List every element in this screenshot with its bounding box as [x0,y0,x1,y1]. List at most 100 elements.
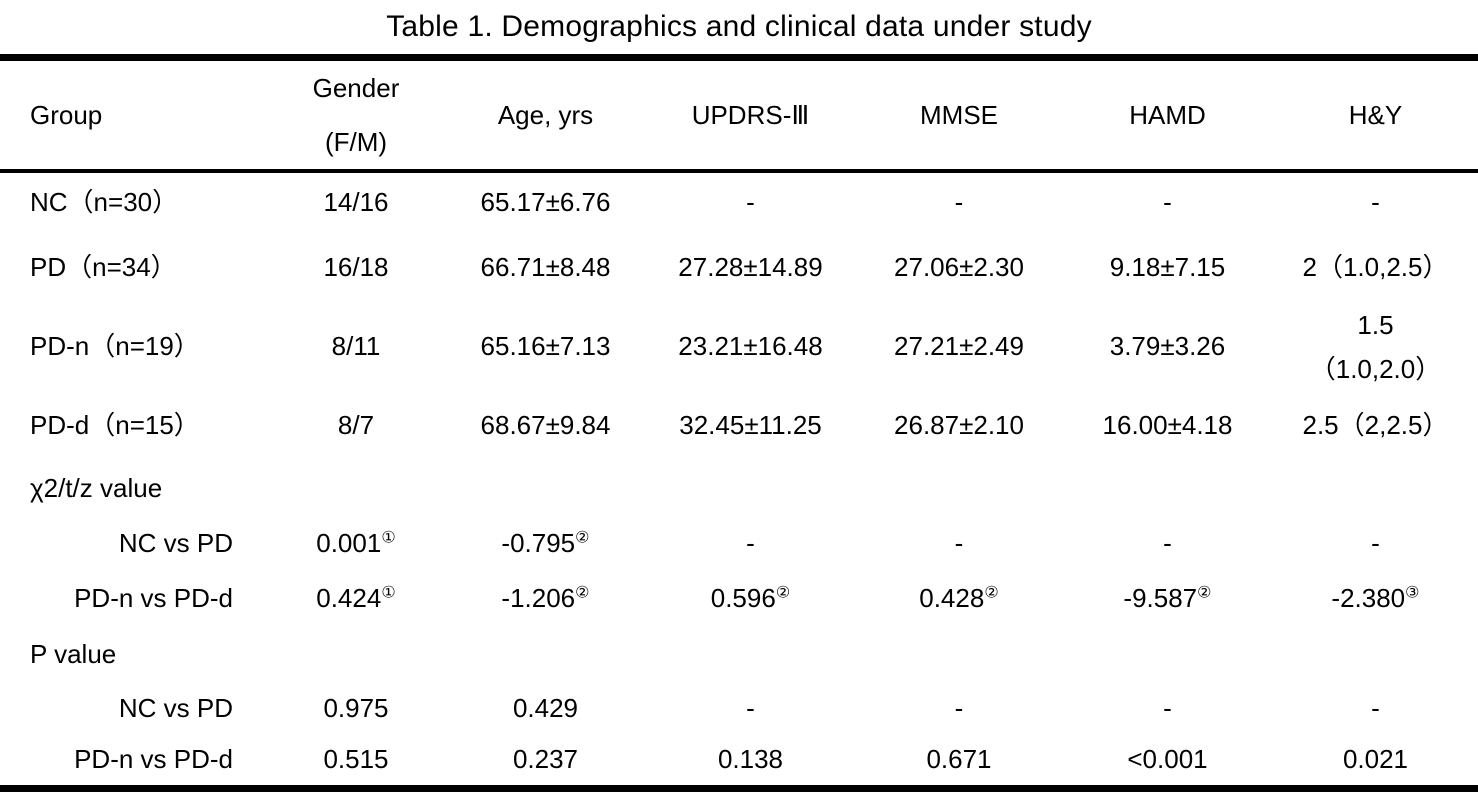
cell-age: 0.237 [512,744,579,775]
cell-updrs: - [746,692,755,723]
cell-hamd: 3.79±3.26 [1109,331,1226,362]
cell-gender [266,461,446,517]
cell-updrs [645,627,856,682]
column-header-hamd: HAMD [1129,100,1206,130]
footnote-mark: ① [381,583,396,602]
column-header-mmse: MMSE [920,100,998,130]
cell-age: 65.17±6.76 [480,187,611,218]
row-label: PD-d（n=15） [30,410,200,441]
cell-mmse [856,627,1062,682]
table-row: PD-d（n=15） 8/7 68.67±9.84 32.45±11.25 26.87±… [0,391,1478,461]
cell-age: 65.16±7.13 [480,331,611,362]
cell-mmse: 27.21±2.49 [894,331,1024,362]
cell-age: 68.67±9.84 [480,410,611,441]
cell-age: 66.71±8.48 [480,252,611,283]
cell-mmse: - [954,187,964,218]
footnote-mark: ② [984,583,999,602]
cell-mmse: 0.671 [926,744,992,775]
footnote-mark: ③ [1405,583,1420,602]
row-label: PD（n=34） [30,252,177,283]
row-label: PD-n（n=19） [30,331,200,362]
cell-updrs: 0.596② [710,583,791,614]
column-header-gender: Gender (F/M) [312,73,400,157]
cell-hy: -2.380③ [1331,583,1420,614]
cell-age: 0.429 [512,692,579,723]
cell-hy [1273,461,1478,517]
cell-hy: 2.5（2,2.5） [1302,410,1449,441]
cell-age: -0.795② [501,528,590,559]
table-row: χ2/t/z value [0,461,1478,517]
cell-hamd: -9.587② [1123,583,1212,614]
cell-hamd [1062,627,1273,682]
cell-age [446,461,645,517]
cell-age [446,627,645,682]
cell-hy: - [1371,187,1380,218]
cell-gender: 0.515 [323,744,389,775]
row-label: PD-n vs PD-d [74,744,233,775]
cell-mmse [856,461,1062,517]
footnote-mark: ② [575,583,590,602]
cell-hamd: - [1163,528,1172,559]
column-header-hy: H&Y [1348,100,1403,130]
cell-hy: 0.021 [1342,744,1409,775]
cell-hamd: - [1163,692,1172,723]
header-row: Group Gender (F/M) Age, yrs UPDRS-Ⅲ MMSE HAMD… [0,58,1478,171]
column-header-group: Group [30,100,103,130]
cell-mmse: 27.06±2.30 [894,252,1024,283]
cell-hamd: 9.18±7.15 [1109,252,1226,283]
cell-hy [1273,627,1478,682]
cell-updrs: 32.45±11.25 [679,410,822,441]
cell-hy: - [1371,528,1380,559]
cell-gender [266,627,446,682]
cell-gender: 0.001① [316,528,396,559]
footnote-mark: ② [775,583,791,602]
cell-gender: 8/11 [331,331,381,362]
cell-mmse: 26.87±2.10 [894,410,1024,441]
table-row: PD-n vs PD-d 0.424① -1.206② 0.596② 0.428② -9.… [0,571,1478,627]
row-label: NC vs PD [118,692,233,723]
cell-updrs: 27.28±14.89 [678,252,823,283]
cell-mmse: - [954,692,964,723]
footnote-mark: ② [1197,583,1212,602]
cell-gender: 0.975 [323,692,389,723]
table-row: NC vs PD 0.001① -0.795② - - - - [0,517,1478,571]
cell-gender: 14/16 [323,187,389,218]
cell-age: -1.206② [501,583,590,614]
cell-updrs: - [746,187,755,218]
row-label: χ2/t/z value [30,473,163,504]
demographics-table: Group Gender (F/M) Age, yrs UPDRS-Ⅲ MMSE HAMD… [0,54,1478,792]
cell-hamd [1062,461,1273,517]
table-row: PD-n（n=19） 8/11 65.16±7.13 23.21±16.48 27.21… [0,303,1478,391]
cell-hy: - [1371,692,1380,723]
column-header-updrs: UPDRS-Ⅲ [691,100,810,130]
table-body: NC（n=30） 14/16 65.17±6.76 - - - - PD（n=34） 16/18… [0,171,1478,788]
table-title: Table 1. Demographics and clinical data … [386,10,1092,43]
cell-hamd: 16.00±4.18 [1102,410,1233,441]
cell-gender: 8/7 [337,410,375,441]
cell-hy: 1.5 （1.0,2.0） [1309,310,1442,384]
cell-hamd: - [1163,187,1172,218]
table-header: Group Gender (F/M) Age, yrs UPDRS-Ⅲ MMSE HAMD… [0,58,1478,171]
row-label: NC（n=30） [30,187,179,218]
row-label: NC vs PD [118,528,233,559]
cell-updrs: 0.138 [717,744,784,775]
row-label: P value [30,638,117,669]
column-header-age: Age, yrs [497,100,594,130]
cell-hamd: <0.001 [1127,744,1208,775]
cell-updrs: 23.21±16.48 [678,331,823,362]
table-row: PD（n=34） 16/18 66.71±8.48 27.28±14.89 27.06±… [0,233,1478,303]
cell-gender: 16/18 [323,252,389,283]
table-row: NC vs PD 0.975 0.429 - - - - [0,682,1478,735]
table-row: PD-n vs PD-d 0.515 0.237 0.138 0.671 <0.001 0.… [0,735,1478,788]
cell-hy: 2（1.0,2.5） [1302,252,1449,283]
footnote-mark: ② [575,528,590,547]
table-row: P value [0,627,1478,682]
cell-mmse: - [954,528,964,559]
cell-gender: 0.424① [316,583,396,614]
table-row: NC（n=30） 14/16 65.17±6.76 - - - - [0,171,1478,233]
footnote-mark: ① [381,528,396,547]
row-label: PD-n vs PD-d [74,583,233,614]
cell-updrs: - [746,528,755,559]
cell-mmse: 0.428② [919,583,999,614]
